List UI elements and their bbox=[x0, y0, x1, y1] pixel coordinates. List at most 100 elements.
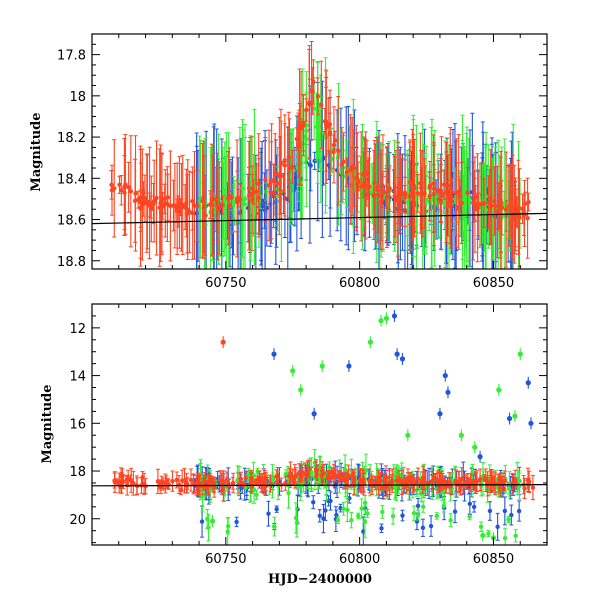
data-point bbox=[405, 200, 410, 205]
data-point bbox=[396, 477, 402, 483]
fit-line bbox=[92, 484, 547, 487]
data-point bbox=[444, 190, 449, 195]
data-point bbox=[344, 170, 350, 175]
data-point bbox=[379, 526, 384, 531]
y-tick-label: 18.2 bbox=[57, 131, 86, 146]
data-point bbox=[398, 181, 403, 187]
data-point bbox=[530, 485, 536, 490]
data-point bbox=[321, 516, 326, 521]
data-point bbox=[170, 478, 175, 484]
data-point bbox=[266, 183, 272, 188]
plot-area bbox=[92, 41, 547, 269]
data-point bbox=[224, 200, 229, 206]
data-point bbox=[174, 208, 179, 213]
outlier-point bbox=[394, 351, 400, 357]
data-point bbox=[323, 508, 328, 513]
outlier-point bbox=[472, 444, 478, 450]
outlier-point bbox=[458, 432, 464, 438]
data-point bbox=[525, 216, 530, 221]
data-point bbox=[140, 475, 145, 480]
data-point bbox=[473, 486, 478, 491]
data-point bbox=[459, 476, 464, 482]
data-point bbox=[359, 506, 364, 511]
data-point bbox=[415, 476, 421, 481]
data-point bbox=[274, 506, 279, 512]
data-point bbox=[380, 509, 385, 515]
data-point bbox=[486, 531, 491, 536]
data-point bbox=[439, 191, 444, 196]
data-point bbox=[495, 524, 500, 530]
data-point bbox=[365, 177, 370, 182]
data-point bbox=[248, 480, 254, 485]
data-point bbox=[517, 215, 522, 220]
y-tick-label: 18.4 bbox=[57, 172, 86, 187]
data-point bbox=[469, 480, 475, 485]
outlier-point bbox=[496, 387, 502, 393]
data-point bbox=[126, 185, 131, 190]
y-tick-label: 18.8 bbox=[57, 255, 86, 270]
data-point bbox=[154, 195, 159, 201]
data-point bbox=[522, 486, 527, 491]
data-point bbox=[428, 523, 434, 529]
data-point bbox=[418, 180, 423, 186]
data-point bbox=[394, 467, 399, 473]
data-point bbox=[249, 191, 255, 196]
data-point bbox=[200, 493, 205, 499]
data-point bbox=[508, 198, 513, 204]
data-point bbox=[502, 508, 508, 514]
data-point bbox=[151, 201, 156, 206]
data-point bbox=[243, 475, 248, 481]
data-point bbox=[109, 188, 115, 193]
data-point bbox=[291, 168, 296, 173]
data-point bbox=[270, 475, 276, 480]
data-point bbox=[384, 194, 390, 200]
data-point bbox=[348, 167, 353, 172]
data-point bbox=[478, 524, 484, 529]
outlier-point bbox=[405, 432, 411, 438]
outlier-point bbox=[512, 413, 518, 419]
data-point bbox=[242, 202, 248, 207]
data-point bbox=[254, 492, 259, 497]
data-point bbox=[131, 481, 136, 486]
data-point bbox=[202, 478, 208, 484]
data-point bbox=[331, 149, 336, 155]
data-point bbox=[314, 124, 319, 130]
data-point bbox=[117, 182, 122, 188]
data-point bbox=[415, 191, 421, 196]
x-tick-label: 60850 bbox=[473, 276, 514, 291]
data-point bbox=[178, 204, 183, 210]
data-point bbox=[367, 478, 372, 484]
data-point bbox=[141, 190, 146, 195]
data-point bbox=[304, 107, 309, 113]
data-point bbox=[319, 102, 324, 108]
outlier-point bbox=[480, 532, 486, 539]
data-point bbox=[225, 529, 230, 534]
data-point bbox=[329, 156, 334, 162]
data-point bbox=[434, 513, 439, 519]
data-point bbox=[520, 206, 525, 212]
outlier-points bbox=[209, 309, 534, 544]
data-point bbox=[307, 466, 312, 472]
data-point bbox=[483, 478, 488, 483]
data-point bbox=[341, 159, 346, 165]
axis-frame bbox=[91, 303, 548, 546]
series-red bbox=[109, 41, 531, 269]
data-point bbox=[420, 504, 426, 509]
data-point bbox=[516, 508, 522, 514]
data-point bbox=[351, 479, 357, 485]
data-point bbox=[210, 202, 215, 208]
data-point bbox=[361, 529, 366, 534]
data-point bbox=[486, 200, 491, 205]
data-point bbox=[230, 481, 236, 486]
data-point bbox=[448, 518, 453, 523]
data-point bbox=[422, 191, 427, 196]
data-point bbox=[298, 474, 303, 480]
data-point bbox=[390, 513, 396, 519]
outlier-point bbox=[311, 411, 317, 417]
data-point bbox=[375, 184, 381, 189]
data-point bbox=[188, 477, 194, 483]
data-point bbox=[431, 186, 437, 191]
data-point bbox=[224, 477, 230, 482]
data-point bbox=[306, 101, 312, 106]
